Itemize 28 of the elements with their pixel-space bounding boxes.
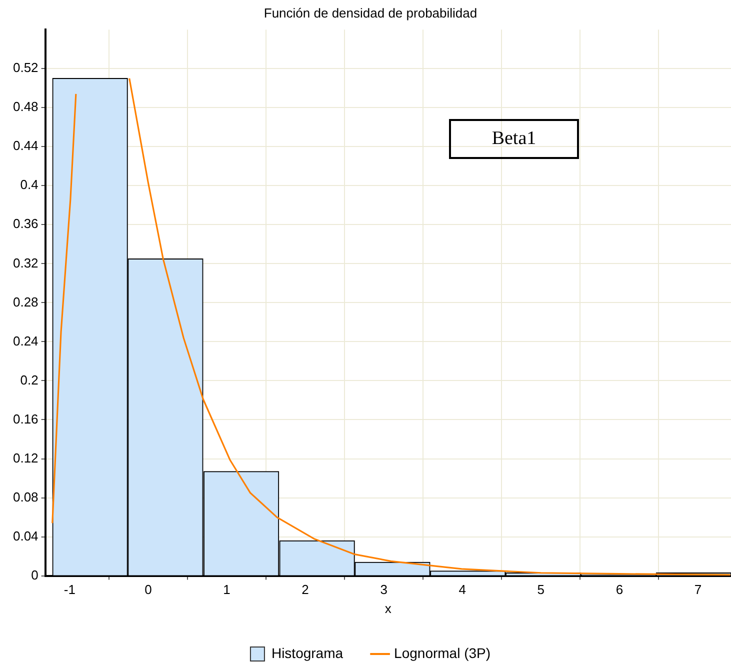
legend-label: Histograma [271, 644, 344, 661]
x-tick-label: 3 [380, 582, 388, 598]
y-tick-label: 0.32 [12, 255, 38, 270]
y-tick-label: 0.36 [12, 216, 38, 232]
legend-label: Lognormal (3P) [394, 644, 491, 661]
x-tick-label: 5 [537, 582, 545, 598]
y-tick-label: 0.04 [12, 528, 38, 544]
y-tick-label: 0 [31, 567, 38, 582]
x-axis-title: x [384, 600, 392, 616]
y-tick-label: 0.16 [12, 411, 38, 426]
x-tick-label: -1 [64, 582, 76, 598]
y-tick-label: 0.44 [12, 138, 38, 154]
x-tick-label: 6 [616, 582, 624, 598]
y-tick-label: 0.48 [12, 99, 38, 114]
x-tick-label: 1 [223, 582, 230, 598]
y-tick-label: 0.24 [12, 333, 38, 348]
annotation: Beta1 [492, 128, 536, 150]
chart-title: Función de densidad de probabilidad [264, 5, 478, 20]
x-tick-label: 0 [144, 582, 152, 598]
x-tick-label: 2 [302, 582, 309, 598]
x-tick-label: 4 [458, 582, 466, 598]
x-tick-label: 7 [694, 582, 702, 598]
y-tick-label: 0.2 [20, 372, 38, 388]
y-tick-label: 0.12 [12, 450, 38, 466]
y-tick-label: 0.52 [12, 60, 38, 76]
y-tick-label: 0.4 [20, 177, 38, 192]
y-tick-label: 0.08 [12, 489, 38, 504]
y-tick-label: 0.28 [12, 294, 38, 310]
